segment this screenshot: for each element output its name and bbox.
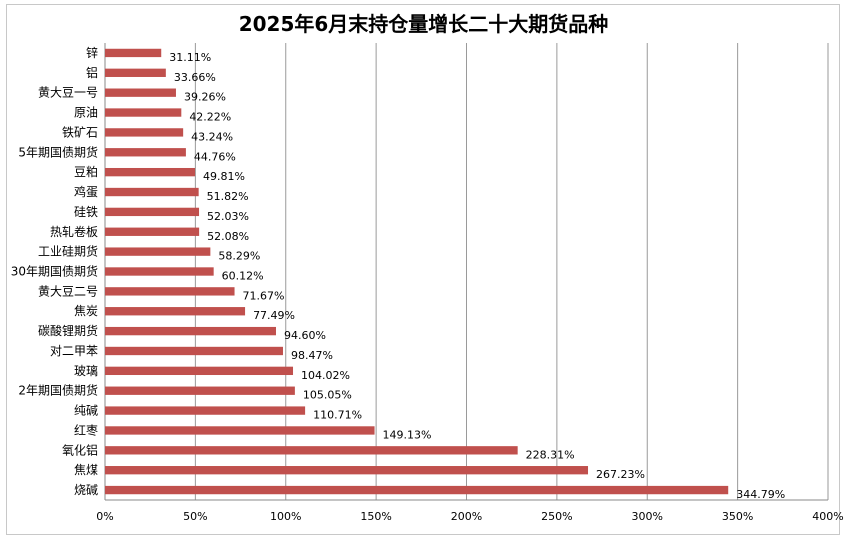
category-label: 焦炭 [74, 304, 98, 318]
category-label: 对二甲苯 [50, 344, 98, 358]
x-tick-label: 300% [632, 510, 663, 523]
category-label: 黄大豆一号 [38, 86, 98, 100]
data-label: 110.71% [313, 409, 362, 422]
value-labels: 31.11% 33.66% 39.26% 42.22% 43.24% 44.76% 49.8… [169, 51, 785, 501]
data-label: 77.49% [253, 309, 295, 322]
data-label: 104.02% [301, 369, 350, 382]
bar [105, 366, 294, 376]
data-label: 49.81% [203, 170, 245, 183]
data-label: 94.60% [284, 329, 326, 342]
category-label: 2年期国债期货 [18, 383, 98, 398]
data-label: 98.47% [291, 349, 333, 362]
data-label: 267.23% [596, 468, 645, 481]
category-label: 红枣 [74, 422, 98, 437]
category-label: 原油 [74, 106, 98, 120]
data-label: 105.05% [303, 389, 352, 402]
category-label: 豆粕 [74, 164, 98, 179]
x-tick-label: 400% [812, 510, 843, 523]
category-label: 碳酸锂期货 [38, 323, 98, 338]
bar [105, 167, 196, 177]
data-label: 33.66% [174, 71, 216, 84]
bar [105, 446, 518, 455]
x-tick-label: 250% [541, 510, 572, 523]
data-label: 39.26% [184, 91, 226, 104]
category-label: 黄大豆二号 [38, 284, 98, 298]
category-label: 铁矿石 [62, 125, 98, 139]
data-label: 344.79% [736, 488, 785, 501]
bar [105, 406, 306, 415]
category-label: 硅铁 [74, 205, 98, 219]
category-label: 玻璃 [74, 364, 98, 378]
category-label: 烧碱 [74, 483, 98, 497]
bar [105, 386, 295, 395]
x-tick-label: 100% [270, 510, 301, 523]
data-label: 31.11% [169, 51, 211, 64]
bar [105, 267, 214, 276]
x-tick-label: 350% [722, 510, 753, 523]
category-label: 锌 [86, 46, 98, 60]
bar [105, 148, 186, 157]
category-label: 氧化铝 [62, 442, 98, 457]
bar [105, 346, 283, 356]
data-label: 228.31% [526, 448, 575, 461]
category-label: 工业硅期货 [38, 244, 98, 259]
bars [105, 48, 729, 495]
bar [105, 207, 200, 217]
bar [105, 326, 276, 336]
category-label: 5年期国债期货 [18, 144, 98, 159]
chart-title: 2025年6月末持仓量增长二十大期货品种 [238, 12, 609, 36]
data-label: 43.24% [191, 130, 233, 143]
gridlines [104, 43, 829, 501]
x-tick-labels: 0% 50% 100% 150% 200% 250% 300% 350% 400% [96, 510, 843, 523]
data-label: 52.08% [207, 230, 249, 243]
bar [105, 466, 589, 475]
category-label: 铝 [86, 65, 98, 80]
data-label: 71.67% [243, 289, 285, 302]
category-label: 焦煤 [74, 463, 98, 477]
data-label: 58.29% [218, 250, 260, 263]
x-tick-label: 150% [360, 510, 391, 523]
category-label: 鸡蛋 [74, 184, 98, 199]
bar [105, 287, 235, 296]
category-label: 纯碱 [74, 404, 98, 418]
data-label: 44.76% [194, 150, 236, 163]
bar [105, 485, 729, 495]
bar [105, 128, 184, 137]
data-label: 60.12% [222, 270, 264, 283]
category-label: 热轧卷板 [50, 224, 98, 239]
x-tick-label: 200% [451, 510, 482, 523]
bar [105, 68, 166, 77]
bar [105, 227, 200, 236]
data-label: 52.03% [207, 210, 249, 223]
bar [105, 88, 176, 97]
data-label: 149.13% [383, 428, 432, 441]
x-tick-label: 50% [183, 510, 207, 523]
bar [105, 247, 211, 256]
bar [105, 187, 199, 197]
bar [105, 426, 375, 435]
category-label: 30年期国债期货 [11, 264, 98, 279]
data-label: 42.22% [189, 111, 231, 124]
x-tick-label: 0% [96, 510, 113, 523]
bar [105, 48, 162, 58]
data-label: 51.82% [207, 190, 249, 203]
bar [105, 108, 182, 117]
bar [105, 307, 246, 316]
